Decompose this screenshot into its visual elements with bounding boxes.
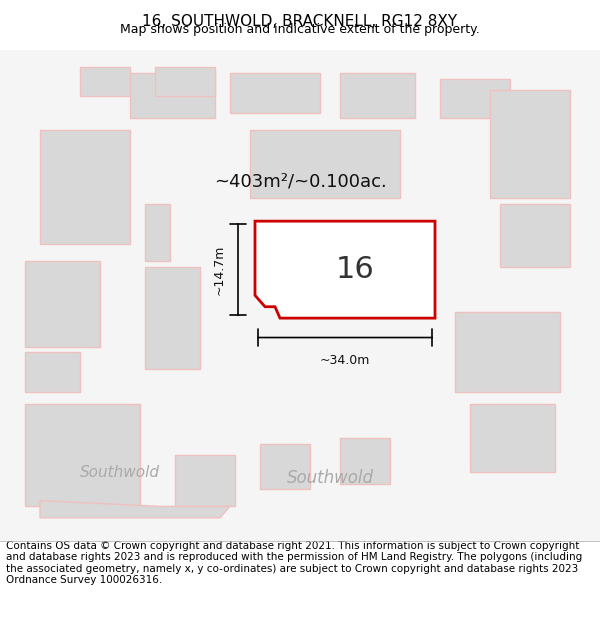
- Polygon shape: [40, 501, 230, 518]
- Polygon shape: [250, 130, 400, 198]
- Text: ~403m²/~0.100ac.: ~403m²/~0.100ac.: [214, 173, 386, 190]
- Text: Southwold: Southwold: [287, 469, 373, 487]
- Polygon shape: [470, 404, 555, 472]
- Polygon shape: [40, 130, 130, 244]
- Polygon shape: [145, 204, 170, 261]
- Polygon shape: [230, 73, 320, 112]
- Polygon shape: [500, 204, 570, 267]
- Polygon shape: [260, 444, 310, 489]
- Text: ~34.0m: ~34.0m: [320, 354, 370, 366]
- Polygon shape: [255, 221, 435, 318]
- Text: Contains OS data © Crown copyright and database right 2021. This information is : Contains OS data © Crown copyright and d…: [6, 541, 582, 586]
- Polygon shape: [25, 404, 140, 506]
- Polygon shape: [175, 455, 235, 506]
- Polygon shape: [440, 79, 510, 119]
- Polygon shape: [340, 438, 390, 484]
- Text: ~14.7m: ~14.7m: [213, 244, 226, 295]
- Polygon shape: [340, 73, 415, 119]
- Polygon shape: [145, 267, 200, 369]
- Polygon shape: [25, 352, 80, 392]
- Polygon shape: [455, 312, 560, 392]
- Text: 16, SOUTHWOLD, BRACKNELL, RG12 8XY: 16, SOUTHWOLD, BRACKNELL, RG12 8XY: [142, 14, 458, 29]
- Polygon shape: [490, 90, 570, 198]
- Polygon shape: [80, 67, 130, 96]
- Text: Southwold: Southwold: [80, 464, 160, 479]
- Text: Map shows position and indicative extent of the property.: Map shows position and indicative extent…: [120, 23, 480, 36]
- Text: 16: 16: [335, 255, 374, 284]
- Polygon shape: [130, 73, 215, 119]
- Polygon shape: [155, 67, 215, 96]
- Polygon shape: [25, 261, 100, 347]
